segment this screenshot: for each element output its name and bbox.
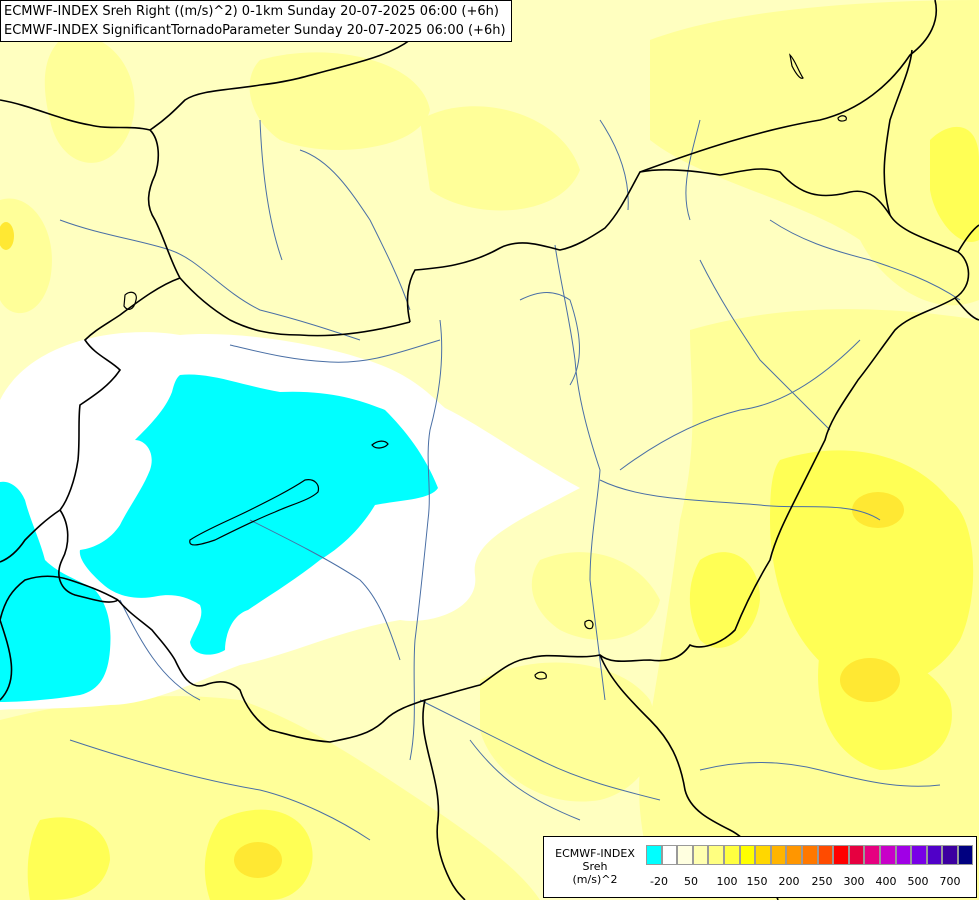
map-header: ECMWF-INDEX Sreh Right ((m/s)^2) 0-1km S… xyxy=(0,0,512,42)
river-network xyxy=(59,119,961,841)
legend-title-unit: (m/s)^2 xyxy=(572,873,618,886)
legend-title-model: ECMWF-INDEX xyxy=(555,847,635,860)
legend-ticks: -20 50 100 150 200 250 300 400 500 700 xyxy=(644,875,974,889)
header-line-stp: ECMWF-INDEX SignificantTornadoParameter … xyxy=(4,23,506,38)
legend-swatch xyxy=(677,845,693,865)
legend-tick-label: -20 xyxy=(650,875,668,888)
header-line-sreh: ECMWF-INDEX Sreh Right ((m/s)^2) 0-1km S… xyxy=(4,4,499,19)
legend-tick-label: 700 xyxy=(939,875,961,888)
legend-tick-label: 300 xyxy=(843,875,865,888)
legend-tick-label: 250 xyxy=(811,875,833,888)
legend-swatch xyxy=(942,845,958,865)
legend-title: ECMWF-INDEX Sreh (m/s)^2 xyxy=(548,847,642,886)
legend-swatch xyxy=(957,845,974,865)
legend-swatch xyxy=(708,845,724,865)
legend-tick-label: 500 xyxy=(907,875,929,888)
legend-swatch xyxy=(739,845,756,865)
legend-swatch xyxy=(692,845,709,865)
legend-tick-label: 100 xyxy=(716,875,738,888)
legend-swatches xyxy=(646,845,974,865)
color-legend: ECMWF-INDEX Sreh (m/s)^2 -20 50 100 150 200 2… xyxy=(543,836,977,898)
legend-swatch xyxy=(755,845,771,865)
border-austria xyxy=(0,277,181,563)
legend-tick-label: 400 xyxy=(875,875,897,888)
legend-swatch xyxy=(801,845,818,865)
field-yellow xyxy=(27,126,979,900)
legend-swatch xyxy=(646,845,662,865)
legend-tick-label: 50 xyxy=(684,875,698,888)
legend-title-param: Sreh xyxy=(582,860,608,873)
legend-swatch xyxy=(723,845,740,865)
lake-balaton xyxy=(189,479,320,546)
legend-swatch xyxy=(770,845,787,865)
legend-swatch xyxy=(895,845,912,865)
border-slovakia xyxy=(0,99,411,337)
legend-tick-label: 200 xyxy=(778,875,800,888)
legend-swatch xyxy=(833,845,849,865)
field-deep-yellow xyxy=(0,222,904,878)
legend-swatch xyxy=(786,845,802,865)
legend-swatch xyxy=(817,845,834,865)
legend-swatch xyxy=(911,845,927,865)
lakes xyxy=(123,53,847,680)
legend-swatch xyxy=(879,845,896,865)
legend-swatch xyxy=(864,845,880,865)
legend-swatch xyxy=(926,845,943,865)
legend-swatch xyxy=(848,845,865,865)
legend-tick-label: 150 xyxy=(746,875,768,888)
legend-swatch xyxy=(661,845,678,865)
